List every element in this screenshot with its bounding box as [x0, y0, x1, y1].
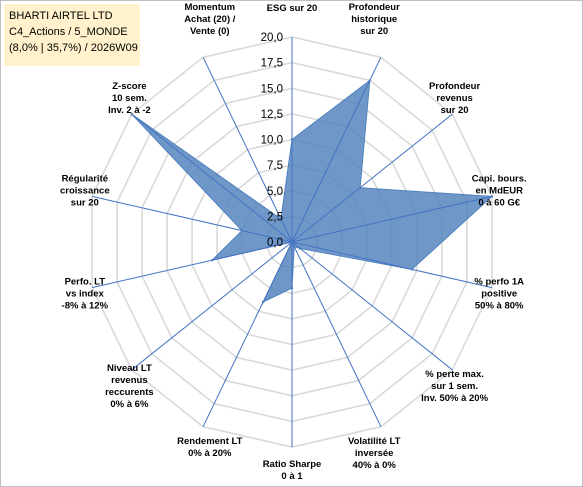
tick-label-7: 17,5 — [261, 58, 283, 70]
data-point-9 — [290, 240, 294, 244]
tick-label-8: 20,0 — [261, 32, 283, 44]
spoke-1 — [291, 57, 382, 243]
spoke-13 — [202, 57, 293, 243]
axis-label-10: Perfo. LT vs index -8% à 12% — [62, 276, 109, 311]
axis-label-13: Momentum Achat (20) / Vente (0) — [184, 2, 236, 37]
data-point-4 — [410, 268, 414, 271]
data-point-13 — [279, 217, 283, 221]
info-box: BHARTI AIRTEL LTD C4_Actions / 5_MONDE (… — [4, 4, 140, 66]
data-point-8 — [261, 300, 265, 304]
axis-label-0: NoteESG sur 20 — [267, 0, 318, 14]
data-point-11 — [240, 229, 244, 232]
axis-label-9: Niveau LT revenus reccurents 0% à 6% — [105, 363, 154, 410]
tick-label-1: 2,5 — [267, 211, 283, 223]
axis-label-12: Z-score 10 sem. Inv. 2 à -2 — [108, 81, 151, 116]
axis-label-3: Capi. bours. en MdEUR 0 à 60 G€ — [472, 174, 527, 209]
axis-label-2: Profondeur revenus sur 20 — [429, 81, 480, 116]
spoke-2 — [291, 113, 453, 243]
data-point-5 — [298, 247, 302, 250]
axis-label-1: Profondeur historique sur 20 — [349, 2, 400, 37]
axis-label-8: Rendement LT 0% à 20% — [177, 436, 242, 459]
portfolio-category: C4_Actions / 5_MONDE — [9, 26, 128, 38]
period-info: (8,0% | 35,7%) / 2026W09 — [9, 42, 138, 54]
tick-label-5: 12,5 — [261, 109, 283, 121]
data-point-3 — [490, 195, 494, 198]
spoke-4 — [291, 241, 493, 289]
spoke-3 — [291, 195, 493, 243]
data-point-10 — [210, 259, 214, 262]
tick-label-4: 10,0 — [261, 135, 283, 147]
spoke-6 — [291, 241, 382, 427]
data-point-0 — [290, 138, 294, 141]
tick-label-3: 7,5 — [267, 160, 283, 172]
spoke-5 — [291, 241, 453, 371]
data-point-2 — [358, 186, 362, 189]
spoke-10 — [91, 241, 293, 289]
spoke-9 — [131, 241, 293, 371]
axis-label-7: Ratio Sharpe 0 à 1 — [263, 459, 322, 482]
spoke-8 — [202, 241, 293, 427]
axis-label-4: % perfo 1A positive 50% à 80% — [474, 276, 524, 311]
data-point-7 — [290, 286, 294, 290]
tick-label-6: 15,0 — [261, 83, 283, 95]
tick-label-0: 0,0 — [267, 237, 283, 249]
axis-label-5: % perte max. sur 1 sem. Inv. 50% à 20% — [421, 369, 488, 404]
tick-label-2: 5,0 — [267, 186, 283, 198]
axis-label-11: Régularité croissance sur 20 — [60, 174, 110, 209]
company-name: BHARTI AIRTEL LTD — [9, 10, 113, 22]
data-point-1 — [368, 79, 371, 82]
series-area — [131, 79, 494, 304]
spoke-12 — [131, 113, 293, 243]
data-point-12 — [130, 113, 133, 116]
spoke-11 — [91, 195, 293, 243]
data-point-6 — [293, 245, 296, 248]
axis-label-6: Volatilité LT inversée 40% à 0% — [348, 436, 401, 471]
